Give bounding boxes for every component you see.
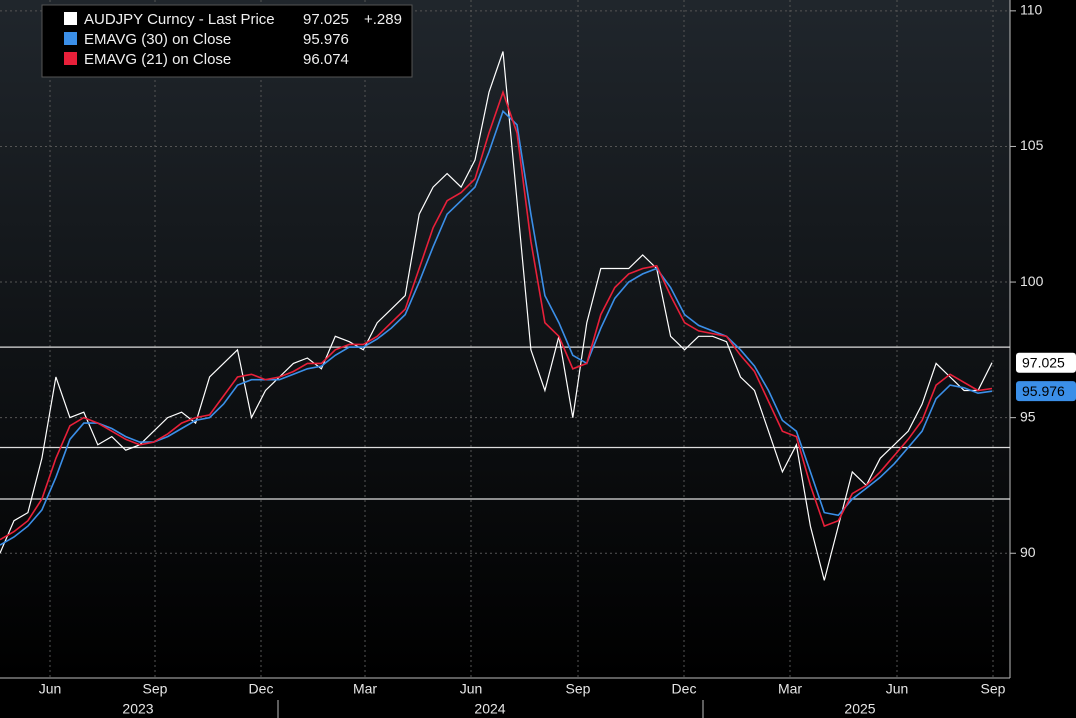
value-tag	[1016, 352, 1076, 373]
value-tag-label: 97.025	[1022, 354, 1065, 370]
legend-swatch	[64, 12, 77, 25]
y-tick-label: 105	[1020, 137, 1044, 153]
legend-value: 97.025	[303, 11, 349, 28]
legend: AUDJPY Curncy - Last Price 97.025 +.289 …	[41, 4, 413, 78]
legend-swatch	[64, 52, 77, 65]
year-label: 2023	[122, 701, 153, 717]
x-tick-label: Sep	[981, 681, 1006, 697]
series-line	[0, 51, 993, 581]
y-tick-label: 110	[1020, 2, 1043, 18]
series-line	[0, 109, 993, 546]
year-label: 2024	[474, 701, 505, 717]
y-tick-label: 100	[1020, 273, 1044, 289]
year-label: 2025	[844, 701, 875, 717]
x-tick-label: Jun	[39, 681, 62, 697]
x-tick-label: Jun	[886, 681, 909, 697]
value-tag-label: 95.976	[1022, 383, 1065, 399]
x-tick-label: Dec	[249, 681, 274, 697]
legend-label: EMAVG (30) on Close	[84, 31, 231, 48]
legend-change: +.289	[364, 11, 402, 28]
x-tick-label: Jun	[460, 681, 483, 697]
value-tag	[1016, 381, 1076, 402]
series-line	[0, 89, 993, 541]
plot-area	[0, 0, 1010, 678]
legend-box	[41, 4, 413, 78]
y-tick-label: 95	[1020, 408, 1036, 424]
x-tick-label: Mar	[353, 681, 377, 697]
x-tick-label: Sep	[566, 681, 591, 697]
legend-value: 96.074	[303, 51, 349, 68]
legend-swatch	[64, 32, 77, 45]
y-tick-label: 90	[1020, 544, 1036, 560]
legend-label: EMAVG (21) on Close	[84, 51, 231, 68]
x-tick-label: Sep	[143, 681, 168, 697]
legend-label: AUDJPY Curncy - Last Price	[84, 11, 275, 28]
x-tick-label: Mar	[778, 681, 802, 697]
legend-value: 95.976	[303, 31, 349, 48]
x-tick-label: Dec	[672, 681, 697, 697]
